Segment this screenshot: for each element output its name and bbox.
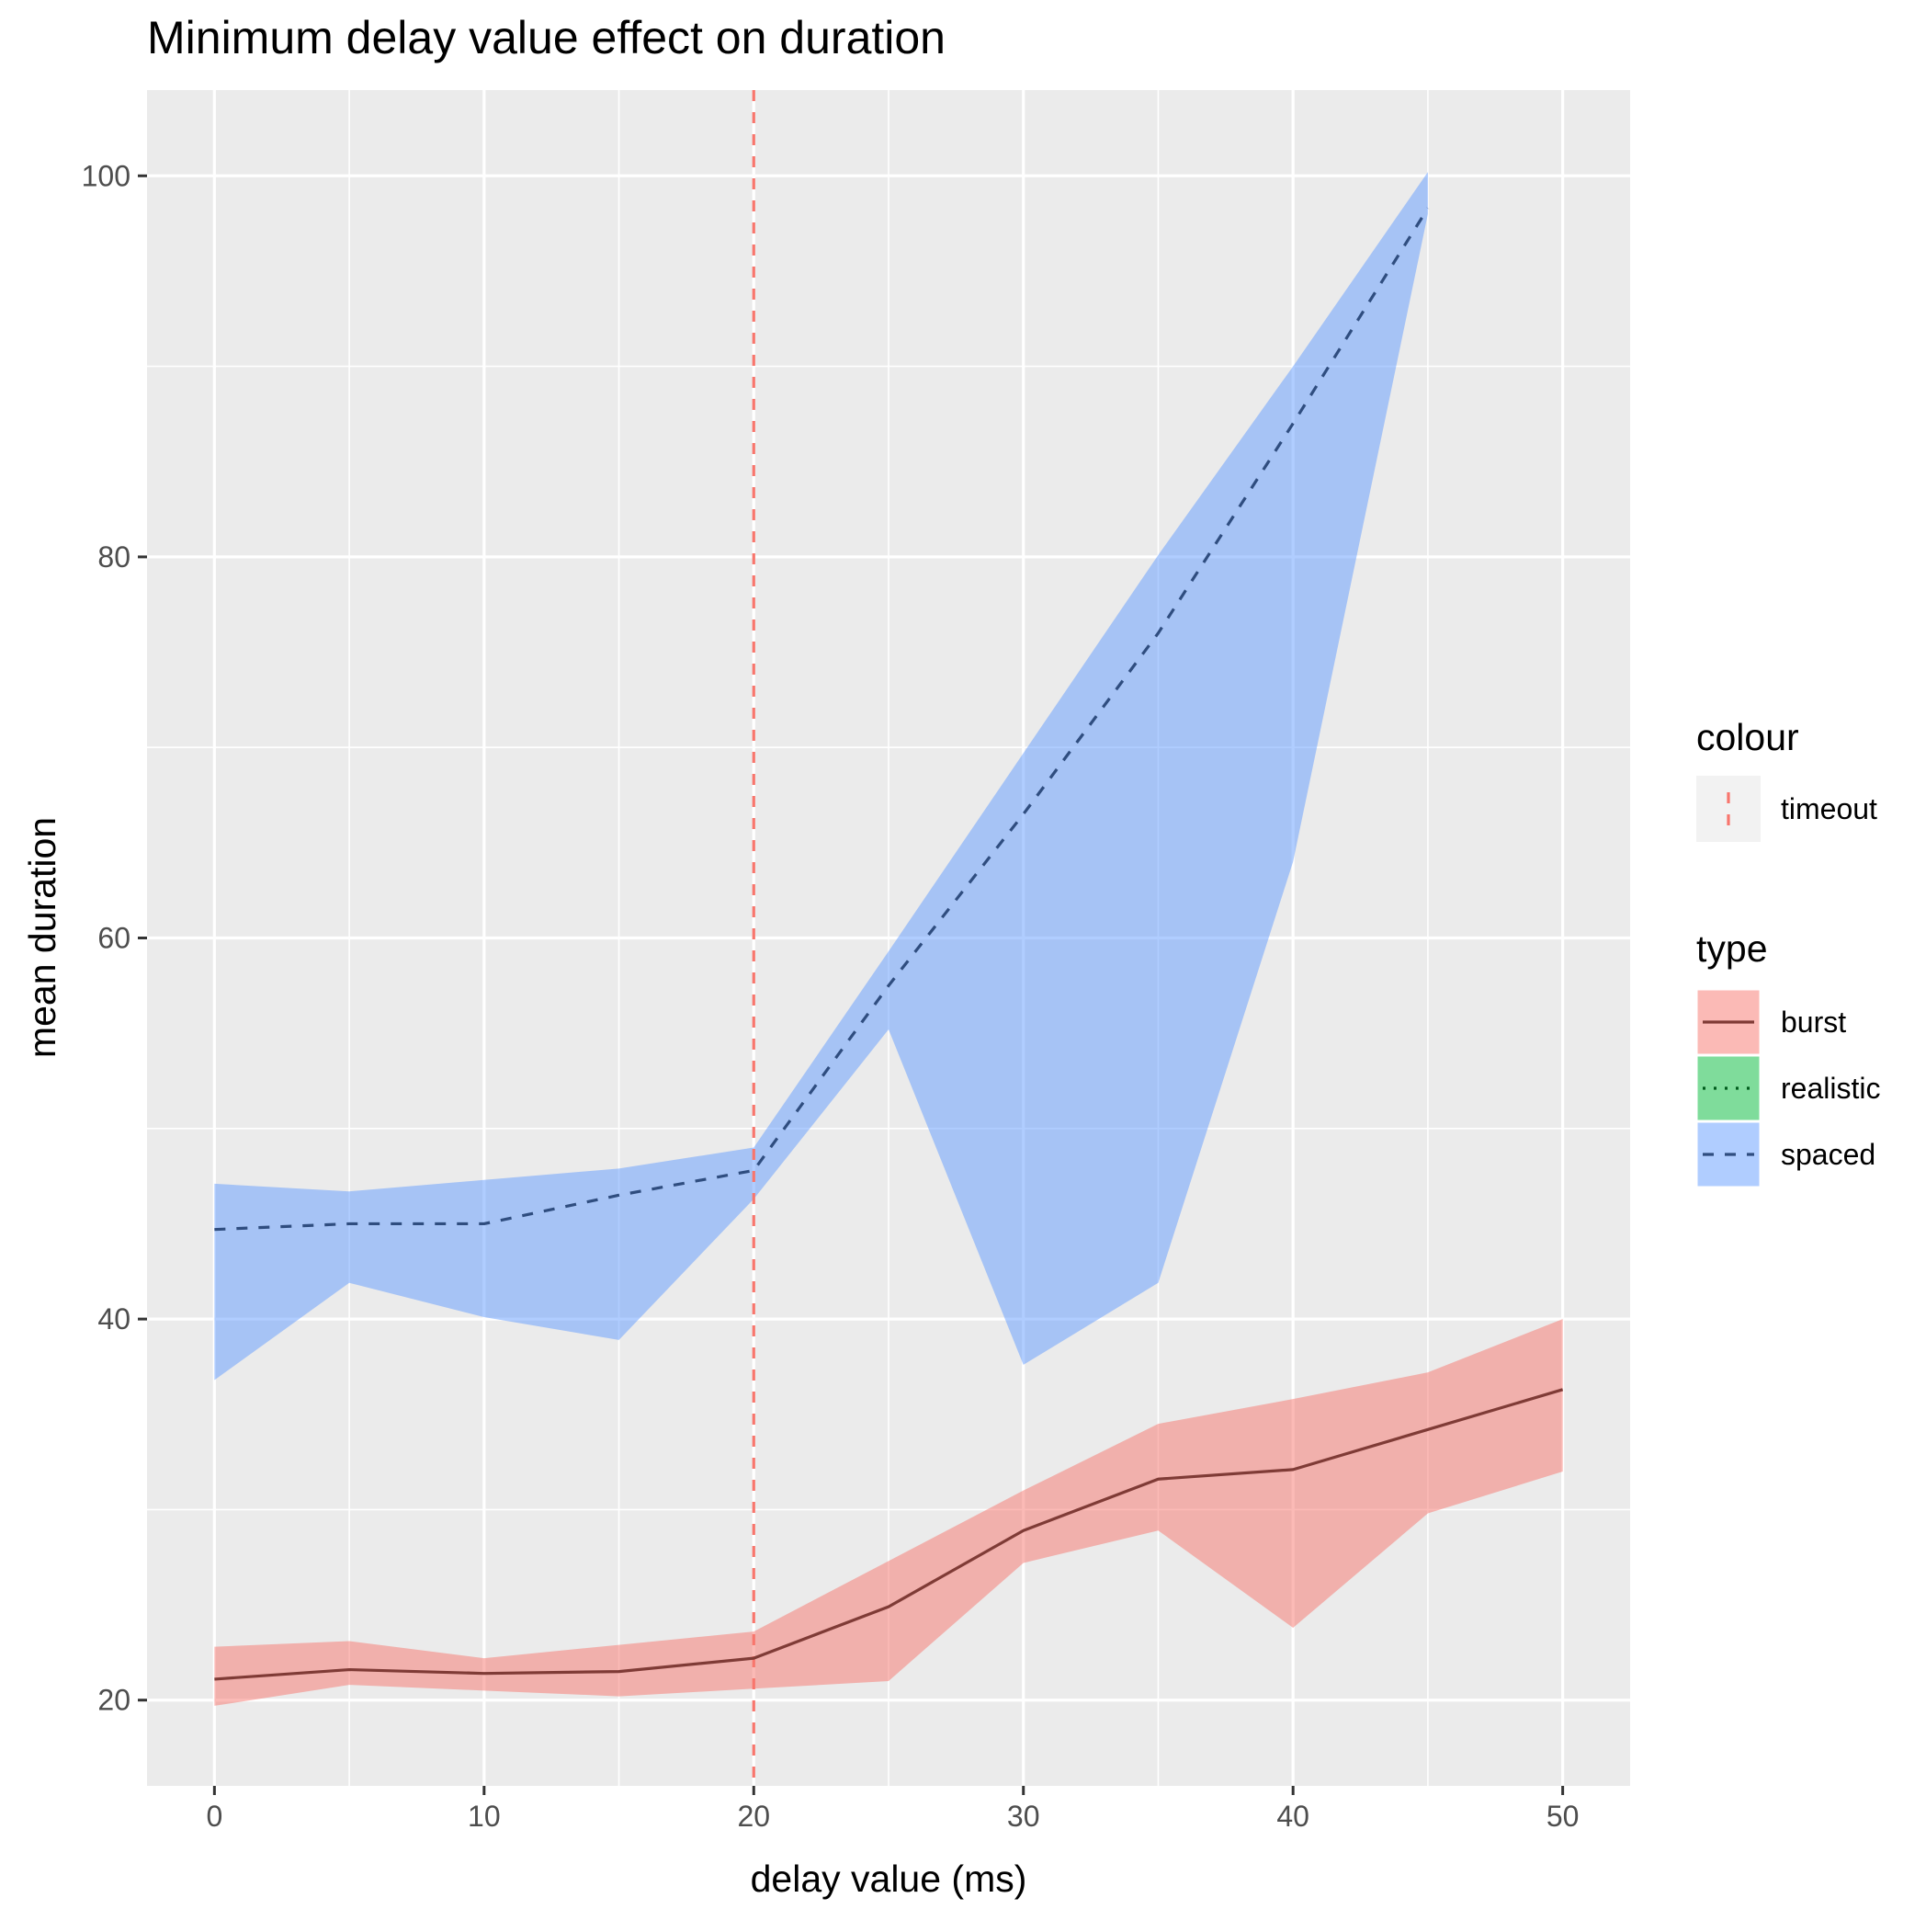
y-tick-label: 80 [97, 540, 130, 574]
y-axis-ticks: 20 40 60 80 100 [82, 159, 147, 1717]
y-tick-label: 40 [97, 1302, 130, 1335]
x-axis-ticks: 0 10 20 30 40 50 [206, 1786, 1579, 1833]
x-tick-label: 50 [1546, 1800, 1580, 1833]
legend-type-items: burst realistic spaced [1696, 989, 1880, 1188]
y-tick-label: 20 [97, 1684, 130, 1717]
x-tick-label: 20 [737, 1800, 770, 1833]
y-tick-label: 60 [97, 922, 130, 955]
series-lines [214, 207, 1564, 1681]
legend-colour-items: timeout [1696, 776, 1877, 842]
x-tick-label: 30 [1007, 1800, 1040, 1833]
ribbon-spaced [214, 172, 1428, 1381]
legend-label-realistic: realistic [1781, 1072, 1880, 1105]
legend-label-spaced: spaced [1781, 1138, 1875, 1171]
y-axis-title: mean duration [21, 817, 63, 1058]
x-tick-label: 40 [1276, 1800, 1309, 1833]
legend-type-title: type [1696, 927, 1768, 970]
x-tick-label: 0 [206, 1800, 222, 1833]
legend-key-timeout [1696, 776, 1761, 842]
chart-title: Minimum delay value effect on duration [147, 12, 946, 63]
legend-label-timeout: timeout [1781, 792, 1877, 825]
y-tick-label: 100 [82, 159, 130, 192]
series-line-burst [214, 1388, 1564, 1681]
legend: colour timeout type burst realistic spaced [1696, 716, 1880, 1188]
series-line-spaced [214, 207, 1430, 1232]
x-tick-label: 10 [468, 1800, 501, 1833]
ribbons [214, 172, 1563, 1706]
legend-label-burst: burst [1781, 1006, 1846, 1039]
ribbon-burst [214, 1319, 1563, 1706]
legend-colour-title: colour [1696, 716, 1799, 758]
x-axis-title: delay value (ms) [751, 1858, 1027, 1900]
legend-key-fill-realistic [1697, 1056, 1760, 1120]
